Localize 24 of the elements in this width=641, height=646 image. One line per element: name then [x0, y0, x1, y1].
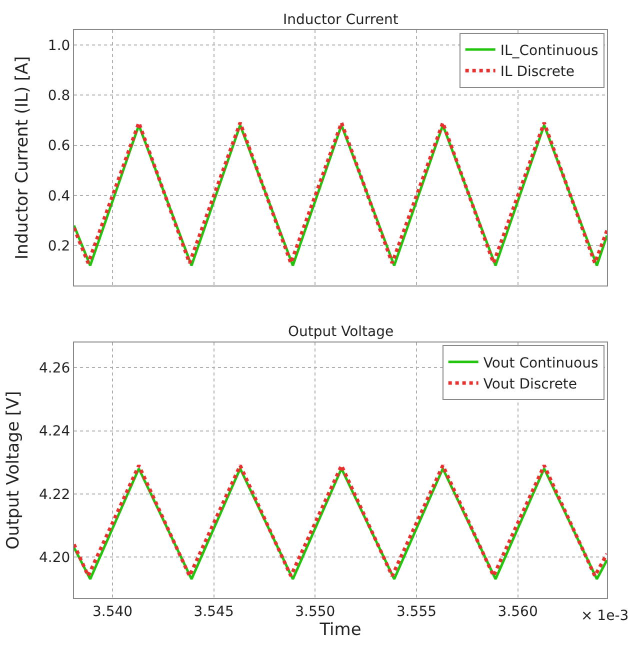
y-tick-label: 0.2	[48, 238, 70, 254]
x-tick-label: 3.550	[295, 604, 336, 620]
y-tick-label: 0.4	[48, 188, 70, 204]
y-axis-title: Inductor Current (IL) [A]	[12, 56, 32, 260]
legend-label: Vout Discrete	[483, 376, 578, 392]
x-tick-label: 3.560	[498, 604, 538, 620]
y-tick-label: 4.20	[39, 550, 70, 566]
y-tick-label: 4.24	[39, 424, 70, 440]
x-tick-label: 3.545	[194, 604, 234, 620]
chart-title: Output Voltage	[288, 324, 394, 340]
x-axis-title: Time	[318, 620, 362, 640]
y-axis-title: Output Voltage [V]	[4, 390, 24, 550]
y-tick-label: 0.8	[48, 88, 70, 104]
y-tick-label: 4.26	[39, 360, 70, 377]
text: × 1e-3	[581, 608, 629, 624]
legend-label: Vout Continuous	[483, 355, 598, 372]
chart-title: Inductor Current	[283, 12, 399, 28]
x-tick-label: 3.540	[92, 604, 133, 620]
x-tick-label: 3.555	[396, 604, 437, 620]
legend-label: IL_Continuous	[500, 42, 598, 59]
y-tick-label: 1.0	[48, 38, 70, 54]
y-tick-label: 4.22	[39, 486, 70, 503]
y-tick-label: 0.6	[48, 138, 70, 154]
legend-label: IL Discrete	[500, 64, 575, 80]
